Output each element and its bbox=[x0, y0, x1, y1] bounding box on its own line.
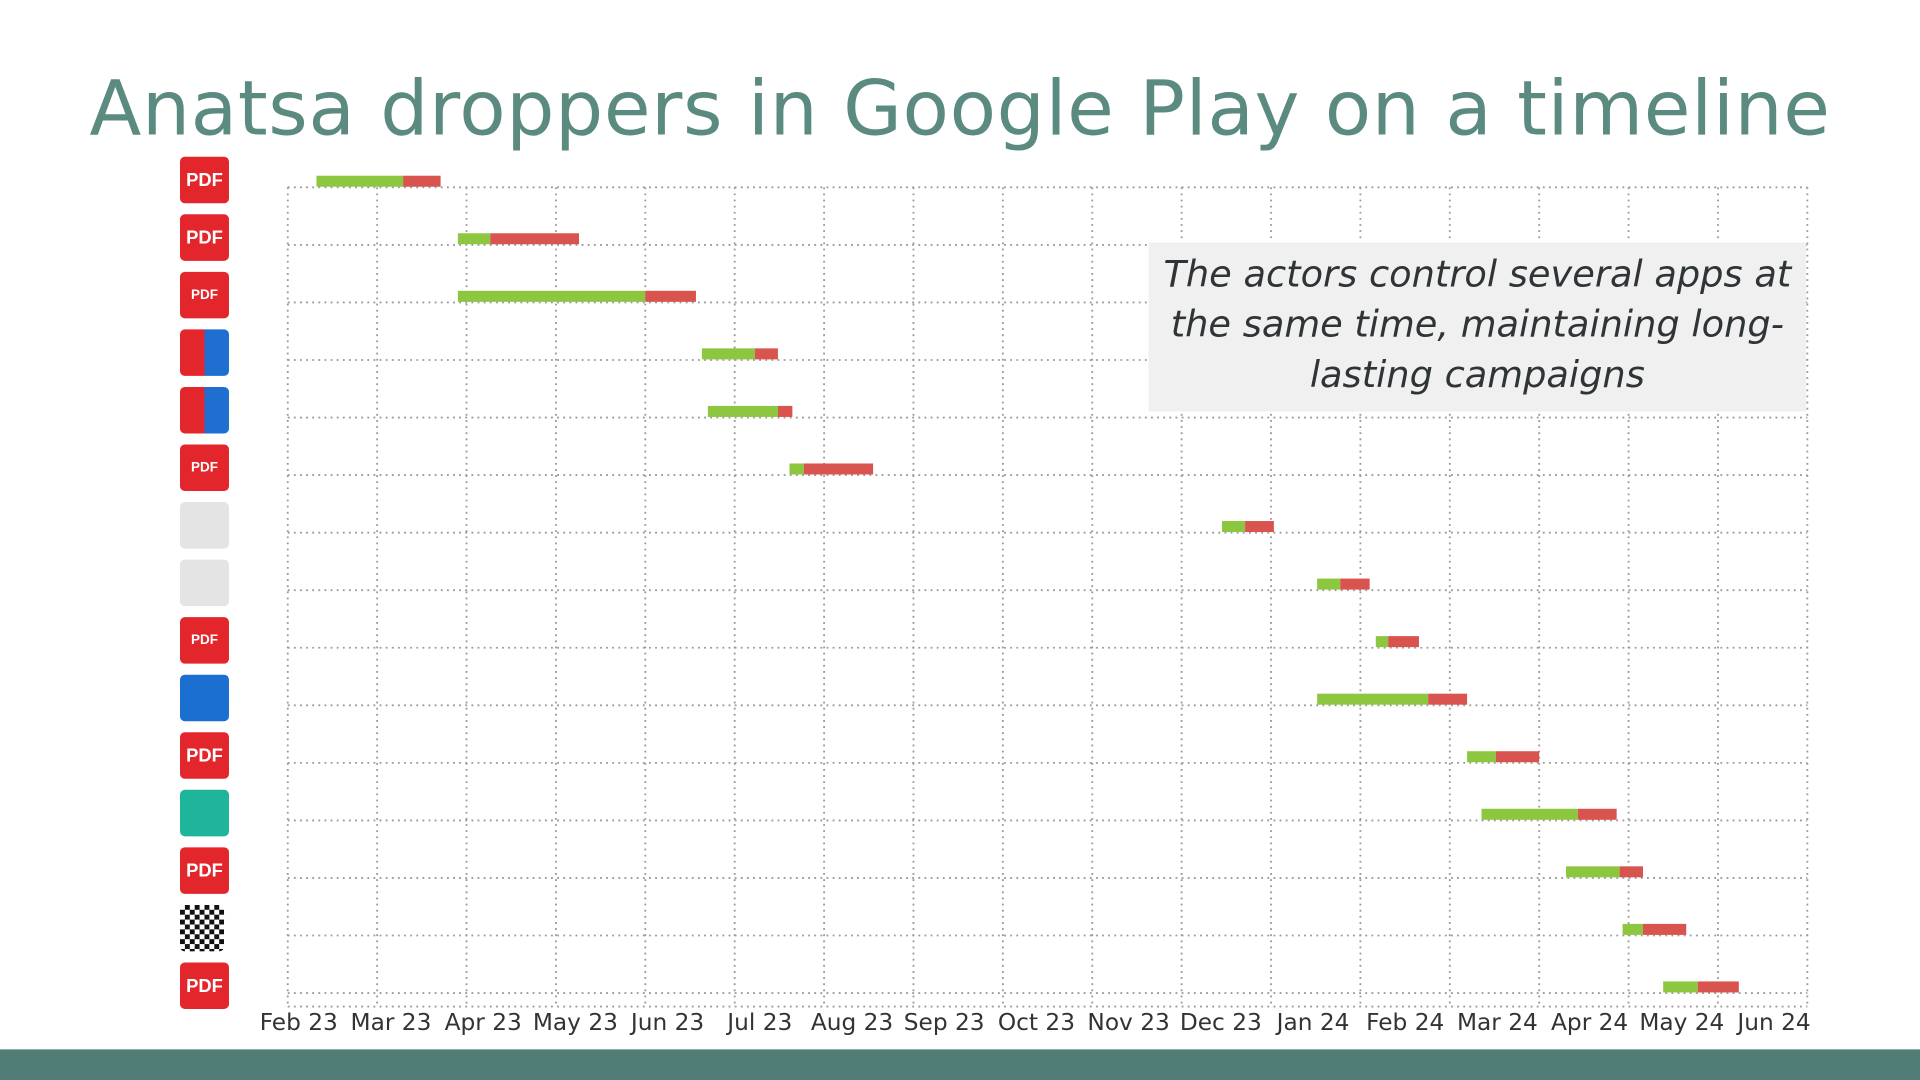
bar-segment-green bbox=[1663, 981, 1698, 993]
bar-segment-red bbox=[1245, 521, 1274, 533]
bar-segment-green bbox=[1566, 866, 1620, 878]
bar-segment-green bbox=[789, 463, 804, 475]
bar-segment-red bbox=[754, 348, 778, 360]
bar-segment-green bbox=[1317, 578, 1341, 590]
bar-segment-red bbox=[1340, 578, 1370, 590]
wallet-icon bbox=[180, 559, 229, 607]
qr-code-icon bbox=[180, 904, 225, 952]
bar-segment-green bbox=[1222, 521, 1246, 533]
page-title: Anatsa droppers in Google Play on a time… bbox=[89, 63, 1831, 154]
x-tick-label: Apr 23 bbox=[445, 1009, 522, 1036]
pdf-red-square-icon: PDF bbox=[180, 156, 229, 204]
bar-segment-red bbox=[777, 405, 793, 417]
bar-segment-red bbox=[1642, 923, 1687, 935]
pdf-doc-icon: PDF bbox=[180, 617, 229, 664]
icon-label: PDF bbox=[186, 975, 223, 997]
icon-label: PDF bbox=[191, 633, 218, 648]
pdf-reader-icon: PDF bbox=[180, 444, 229, 492]
bar-segment-green bbox=[1467, 751, 1496, 763]
tablet-edit-icon bbox=[180, 502, 229, 549]
bar-segment-red bbox=[1577, 808, 1617, 820]
x-tick-label: Aug 23 bbox=[811, 1009, 893, 1036]
bar-segment-green bbox=[316, 175, 404, 187]
x-tick-label: Jan 24 bbox=[1275, 1009, 1350, 1036]
bar-segment-green bbox=[1622, 923, 1643, 935]
x-tick-label: Feb 23 bbox=[260, 1009, 338, 1036]
icon-label: PDF bbox=[191, 287, 218, 303]
pdf-badge-icon: PDF bbox=[180, 962, 229, 1009]
x-tick-label: Mar 23 bbox=[351, 1009, 432, 1036]
icon-label: PDF bbox=[186, 860, 223, 882]
cleaner-brush-icon bbox=[180, 674, 229, 722]
callout-box: The actors control several apps at the s… bbox=[1148, 242, 1807, 412]
pdf-red-file-icon: PDF bbox=[180, 847, 229, 894]
x-tick-label: Jun 24 bbox=[1735, 1009, 1810, 1036]
footer-bar bbox=[0, 1049, 1920, 1080]
x-tick-label: Mar 24 bbox=[1457, 1009, 1538, 1036]
bar-segment-red bbox=[1619, 866, 1643, 878]
icon-label: PDF bbox=[186, 227, 223, 248]
pdf-document-icon: PDF bbox=[180, 732, 229, 779]
bar-segment-green bbox=[701, 348, 755, 360]
bar-segment-red bbox=[1495, 751, 1540, 763]
x-tick-label: Oct 23 bbox=[998, 1009, 1075, 1036]
x-tick-label: Jul 23 bbox=[725, 1009, 792, 1036]
x-tick-label: Jun 23 bbox=[629, 1009, 704, 1036]
folder-manager-icon bbox=[180, 789, 229, 837]
x-tick-label: Feb 24 bbox=[1366, 1009, 1444, 1036]
x-tick-label: Nov 23 bbox=[1087, 1009, 1169, 1036]
pdf-editor-icon: PDF bbox=[180, 214, 229, 261]
bar-segment-red bbox=[490, 233, 579, 245]
x-tick-label: May 23 bbox=[533, 1009, 618, 1036]
office-docs-grid-icon bbox=[180, 329, 229, 376]
icon-label: PDF bbox=[186, 745, 223, 766]
x-tick-label: May 24 bbox=[1639, 1009, 1724, 1036]
x-tick-label: Sep 23 bbox=[904, 1009, 985, 1036]
pdf-file-icon: PDF bbox=[180, 271, 229, 319]
office-docs-grid-icon bbox=[180, 386, 229, 434]
bar-segment-red bbox=[645, 290, 696, 302]
bar-segment-green bbox=[707, 405, 778, 417]
bar-segment-green bbox=[1375, 636, 1389, 648]
bar-segment-red bbox=[803, 463, 874, 475]
bar-segment-red bbox=[1697, 981, 1739, 993]
bar-segment-green bbox=[457, 233, 491, 245]
bar-segment-red bbox=[403, 175, 441, 187]
bar-segment-red bbox=[1388, 636, 1419, 648]
icon-label: PDF bbox=[191, 460, 218, 476]
bar-segment-green bbox=[1317, 693, 1429, 705]
icon-label: PDF bbox=[186, 169, 223, 191]
x-tick-label: Apr 24 bbox=[1551, 1009, 1628, 1036]
x-tick-label: Dec 23 bbox=[1180, 1009, 1262, 1036]
bar-segment-red bbox=[1428, 693, 1468, 705]
bar-segment-green bbox=[1481, 808, 1578, 820]
bar-segment-green bbox=[457, 290, 646, 302]
